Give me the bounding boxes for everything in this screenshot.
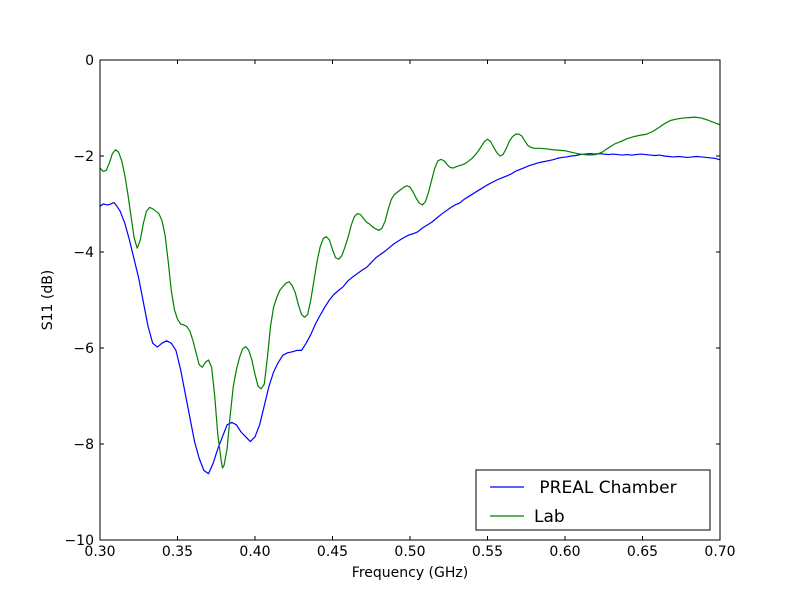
x-tick-label: 0.65 — [627, 544, 658, 560]
x-tick-label: 0.55 — [472, 544, 503, 560]
x-tick-label: 0.40 — [239, 544, 270, 560]
y-tick-label: −2 — [73, 149, 94, 165]
y-tick-label: −4 — [73, 245, 94, 261]
x-tick-label: 0.60 — [549, 544, 580, 560]
ticks-layer: 0.30 0.35 0.40 0.45 0.50 0.55 0.60 0.65 0.70 0 −2 −… — [64, 53, 735, 560]
x-tick-label: 0.30 — [84, 544, 115, 560]
y-tick-label: −8 — [73, 437, 94, 453]
y-tick-label: −6 — [73, 341, 94, 357]
legend: PREAL Chamber Lab — [475, 469, 711, 531]
y-tick-label: −10 — [64, 533, 94, 549]
series-line-lab — [100, 116, 720, 469]
x-tick-label: 0.50 — [394, 544, 425, 560]
x-tick-label: 0.35 — [162, 544, 193, 560]
y-tick-label: 0 — [85, 53, 94, 69]
legend-label-lab: Lab — [534, 507, 565, 527]
x-tick-label: 0.70 — [704, 544, 735, 560]
legend-label-preal-chamber: PREAL Chamber — [534, 478, 677, 498]
x-axis-label: Frequency (GHz) — [352, 565, 468, 581]
series-line-preal-chamber — [100, 153, 720, 475]
x-tick-label: 0.45 — [317, 544, 348, 560]
y-axis-label: S11 (dB) — [40, 270, 56, 331]
legend-box — [475, 469, 711, 531]
series-layer — [100, 116, 720, 475]
